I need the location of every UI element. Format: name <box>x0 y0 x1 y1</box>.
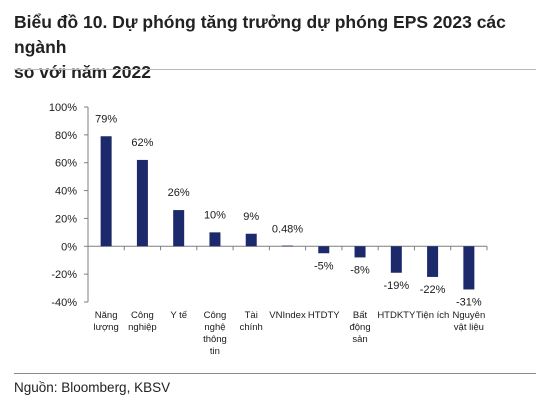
x-tick-label: Tài chính <box>240 310 263 333</box>
y-tick-label: 100% <box>49 102 77 114</box>
chart-title-line-2: so với năm 2022 <box>14 62 151 82</box>
data-label: -8% <box>350 264 370 276</box>
bar <box>173 210 185 247</box>
bar <box>463 246 475 290</box>
y-tick-label: -40% <box>51 297 77 309</box>
source-note: Nguồn: Bloomberg, KBSV <box>14 380 171 395</box>
bar <box>390 246 402 273</box>
data-label: 0.48% <box>272 223 303 235</box>
data-label: -31% <box>456 296 482 308</box>
x-tick-label: HTDTY <box>308 310 340 321</box>
data-label: 10% <box>204 209 226 221</box>
x-tick-label: Nguyên vật liệu <box>452 310 485 333</box>
x-tick-label: Y tế <box>170 310 187 321</box>
bar <box>209 232 221 247</box>
source-divider <box>14 373 536 374</box>
x-tick-label: Công nghệ thông tin <box>203 310 227 357</box>
bar <box>318 246 330 254</box>
y-tick-label: 80% <box>55 130 77 142</box>
data-label: -19% <box>383 280 409 292</box>
data-label: 9% <box>243 211 259 223</box>
x-tick-label: Bất động sản <box>349 310 370 345</box>
data-label: 62% <box>131 137 153 149</box>
x-tick-label: Năng lượng <box>93 310 118 333</box>
y-tick-label: 40% <box>55 186 77 198</box>
data-label: -5% <box>314 260 334 272</box>
x-tick-label: Công nghiệp <box>128 310 157 333</box>
x-tick-label: Tiện ích <box>416 310 449 321</box>
x-tick-label: VNIndex <box>269 310 306 321</box>
chart-title-line-1: Biểu đồ 10. Dự phóng tăng trưởng dự phón… <box>14 12 506 57</box>
x-tick-label: HTDKTY <box>377 310 416 321</box>
chart-title: Biểu đồ 10. Dự phóng tăng trưởng dự phón… <box>14 10 539 85</box>
bar <box>354 246 366 258</box>
bar <box>100 136 112 247</box>
data-label: 26% <box>168 187 190 199</box>
title-divider <box>14 69 536 70</box>
bar <box>282 245 293 247</box>
data-label: -22% <box>420 284 446 296</box>
y-tick-label: 20% <box>55 213 77 225</box>
bar <box>427 246 439 277</box>
y-tick-label: 0% <box>61 241 77 253</box>
data-label: 79% <box>95 113 117 125</box>
y-tick-label: -20% <box>51 269 77 281</box>
y-tick-label: 60% <box>55 158 77 170</box>
bar <box>245 233 257 247</box>
bar <box>136 159 148 247</box>
